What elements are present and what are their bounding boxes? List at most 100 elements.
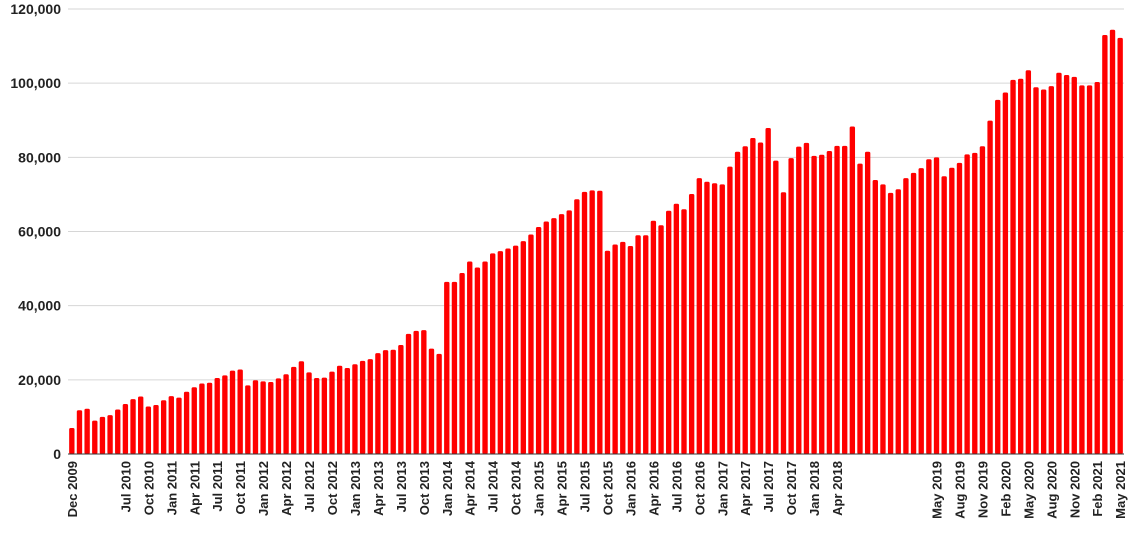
x-tick-label: Oct 2016 <box>692 461 707 515</box>
bar <box>505 248 511 454</box>
bar <box>933 157 940 455</box>
x-tick-label: Apr 2013 <box>371 461 386 516</box>
bar <box>895 189 901 454</box>
x-tick-label: Feb 2020 <box>998 461 1013 517</box>
bar <box>352 364 358 454</box>
bar <box>704 181 710 454</box>
bar <box>390 349 396 454</box>
y-tick-label: 120,000 <box>10 1 61 17</box>
x-tick-label: Oct 2011 <box>233 461 248 515</box>
bar <box>1048 86 1054 454</box>
bar <box>620 241 626 454</box>
bar <box>1040 89 1047 455</box>
bar <box>627 245 634 454</box>
x-tick-label: Apr 2012 <box>279 461 294 516</box>
bar <box>206 382 213 454</box>
x-tick-label: Nov 2020 <box>1067 461 1082 518</box>
x-tick-label: Apr 2016 <box>646 461 661 516</box>
bar <box>344 367 350 454</box>
x-tick-label: Jul 2013 <box>394 461 409 512</box>
x-tick-label: Jul 2011 <box>210 461 225 512</box>
bar <box>99 416 106 454</box>
bar <box>1109 29 1116 455</box>
bar <box>711 183 718 454</box>
x-tick-label: Jan 2018 <box>807 461 822 516</box>
y-tick-label: 80,000 <box>18 149 61 165</box>
bar <box>765 128 771 454</box>
bar <box>666 210 672 454</box>
bar <box>237 369 243 454</box>
bar <box>1086 85 1093 455</box>
bar <box>1002 92 1009 454</box>
bar <box>283 374 289 454</box>
bar <box>780 192 787 455</box>
bar <box>497 251 504 454</box>
bar <box>535 227 542 454</box>
bar <box>520 241 526 454</box>
y-tick-label: 40,000 <box>18 298 61 314</box>
bar <box>413 330 419 454</box>
bar <box>842 145 848 454</box>
x-tick-label: Jul 2017 <box>761 461 776 512</box>
x-tick-label: May 2021 <box>1113 461 1128 519</box>
bar <box>811 155 817 454</box>
bar <box>581 191 588 454</box>
x-tick-label: Aug 2020 <box>1044 461 1059 519</box>
bar <box>910 172 917 455</box>
bar <box>979 146 986 455</box>
x-tick-label: Jul 2014 <box>486 460 501 512</box>
bar <box>367 359 373 454</box>
bar <box>918 168 924 454</box>
x-tick-label: May 2019 <box>930 461 945 519</box>
bar <box>826 151 833 454</box>
bar <box>160 400 167 454</box>
bar <box>696 178 702 454</box>
bar <box>643 235 649 454</box>
bar <box>719 184 725 454</box>
bar <box>612 244 618 454</box>
x-axis: Dec 2009 Jul 2010 Oct 2010 Jan 2011 Apr 2011… <box>65 460 1128 519</box>
bar <box>658 225 664 454</box>
bar <box>153 405 159 454</box>
bar <box>1102 34 1108 454</box>
bar <box>1033 87 1039 454</box>
bar <box>941 176 947 454</box>
bar <box>115 409 121 454</box>
x-tick-label: Jul 2012 <box>302 461 317 512</box>
bar <box>995 99 1001 455</box>
x-tick-label: Aug 2019 <box>952 461 967 519</box>
bar <box>145 406 152 454</box>
gridlines <box>68 8 1124 381</box>
y-tick-label: 60,000 <box>18 224 61 240</box>
bar <box>558 214 565 454</box>
bar <box>880 184 886 454</box>
x-tick-label: Jul 2016 <box>669 461 684 512</box>
bar <box>76 410 83 454</box>
x-tick-label: Apr 2014 <box>463 460 478 516</box>
bar <box>1079 85 1085 455</box>
y-tick-label: 0 <box>53 446 61 462</box>
bar <box>1117 37 1123 455</box>
x-tick-label: Jan 2013 <box>348 461 363 516</box>
bar <box>512 245 519 454</box>
bar <box>864 151 871 455</box>
bar <box>750 138 756 455</box>
bar <box>673 203 680 454</box>
x-tick-label: Jan 2014 <box>440 460 455 516</box>
bar <box>459 273 465 454</box>
bar <box>551 218 557 454</box>
bar <box>1094 82 1100 454</box>
bar <box>474 267 481 454</box>
bar <box>773 160 779 454</box>
bar <box>168 396 174 454</box>
bar <box>903 178 909 454</box>
bar <box>69 428 75 454</box>
x-tick-label: Oct 2010 <box>141 461 156 515</box>
bar <box>467 261 473 454</box>
x-tick-label: Oct 2012 <box>325 461 340 515</box>
bar <box>926 159 932 454</box>
bar <box>597 190 603 455</box>
bar <box>1071 76 1077 455</box>
x-tick-label: Dec 2009 <box>65 461 80 517</box>
bars <box>69 29 1123 455</box>
